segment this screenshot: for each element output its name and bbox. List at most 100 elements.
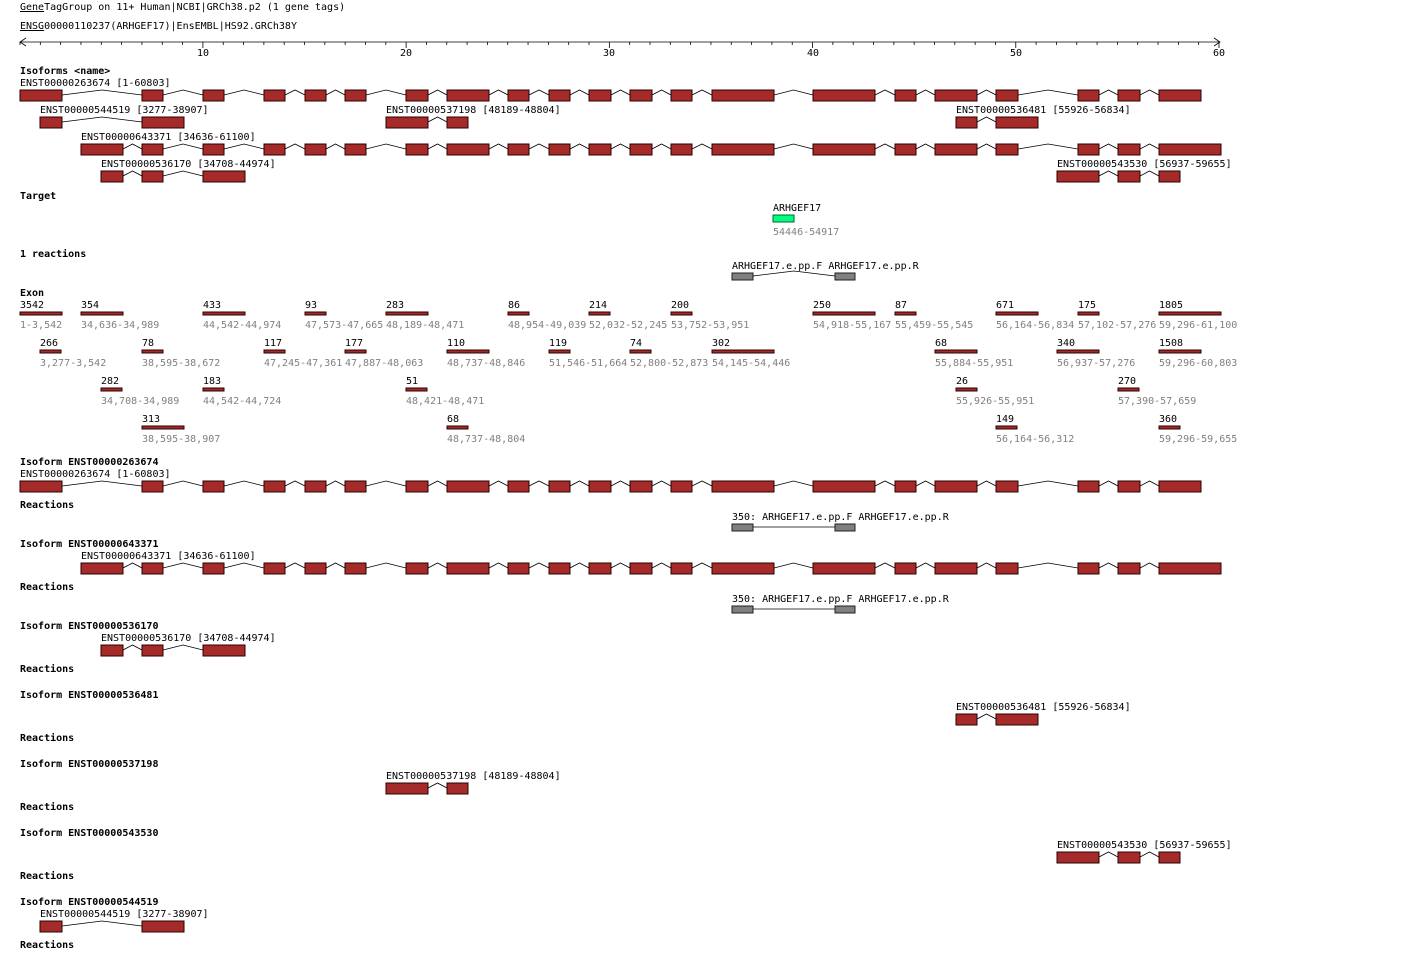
intron-line (651, 480, 672, 487)
track-ENST00000643371[interactable] (80, 143, 1222, 156)
exon-bar (711, 349, 775, 354)
intron-line (162, 480, 204, 487)
exon-bar (1158, 425, 1181, 430)
exon-range: 48,737-48,804 (447, 434, 525, 445)
exon-entry[interactable]: 360 59,296-59,655 (1158, 414, 1237, 445)
exon-size: 354 (81, 300, 99, 311)
track-ENST00000536170[interactable] (100, 170, 246, 183)
exon-entry[interactable]: 183 44,542-44,724 (202, 376, 281, 407)
exon-entry[interactable]: 270 57,390-57,659 (1117, 376, 1196, 407)
exon-entry[interactable]: 149 56,164-56,312 (995, 414, 1074, 445)
exon-entry[interactable]: 266 3,277-3,542 (39, 338, 106, 369)
track-ENST00000543530[interactable] (1056, 170, 1181, 183)
isoform-track[interactable] (1056, 851, 1181, 864)
isoform-name[interactable]: ENST00000536170 [34708-44974] (101, 633, 276, 644)
isoform-name[interactable]: ENST00000536481 [55926-56834] (956, 702, 1131, 713)
track-ENST00000263674[interactable] (19, 89, 1202, 102)
intron-line (1017, 89, 1079, 96)
isoform-label[interactable]: ENST00000544519 [3277-38907] (40, 105, 209, 116)
exon-block (670, 143, 693, 156)
exon-entry[interactable]: 86 48,954-49,039 (507, 300, 586, 331)
track-ENST00000544519[interactable] (39, 116, 185, 129)
exon-entry[interactable]: 340 56,937-57,276 (1056, 338, 1135, 369)
isoform-track[interactable] (100, 644, 246, 657)
intron-line (1139, 170, 1160, 177)
intron-line (1098, 143, 1119, 150)
exon-entry[interactable]: 1508 59,296-60,803 (1158, 338, 1237, 369)
exon-entry[interactable]: 78 38,595-38,672 (141, 338, 220, 369)
intron-line (488, 89, 509, 96)
isoform-track[interactable] (39, 920, 185, 933)
exon-block (141, 480, 164, 493)
exon-block (507, 562, 530, 575)
exon-entry[interactable]: 26 55,926-55,951 (955, 376, 1034, 407)
exon-entry[interactable]: 433 44,542-44,974 (202, 300, 281, 331)
target-name[interactable]: ARHGEF17 (773, 203, 821, 214)
primer-pair[interactable] (731, 270, 856, 281)
exon-entry[interactable]: 313 38,595-38,907 (141, 414, 220, 445)
exon-bar (141, 425, 185, 430)
exon-bar (304, 311, 327, 316)
isoform-track[interactable] (19, 480, 1202, 493)
exon-bar (548, 349, 571, 354)
exon-block (405, 143, 429, 156)
exon-range: 53,752-53,951 (671, 320, 749, 331)
isoform-name[interactable]: ENST00000537198 [48189-48804] (386, 771, 561, 782)
exon-entry[interactable]: 282 34,708-34,989 (100, 376, 179, 407)
isoform-label[interactable]: ENST00000537198 [48189-48804] (386, 105, 561, 116)
exon-block (548, 480, 571, 493)
exon-block (548, 89, 571, 102)
isoform-label[interactable]: ENST00000536481 [55926-56834] (956, 105, 1131, 116)
exon-entry[interactable]: 87 55,459-55,545 (894, 300, 973, 331)
exon-entry[interactable]: 250 54,918-55,167 (812, 300, 891, 331)
exon-entry[interactable]: 51 48,421-48,471 (405, 376, 484, 407)
isoform-name[interactable]: ENST00000643371 [34636-61100] (81, 551, 256, 562)
exon-entry[interactable]: 119 51,546-51,664 (548, 338, 627, 369)
exon-entry[interactable]: 302 54,145-54,446 (711, 338, 790, 369)
intron-line (1017, 143, 1079, 150)
exon-entry[interactable]: 283 48,189-48,471 (385, 300, 464, 331)
isoform-label[interactable]: ENST00000643371 [34636-61100] (81, 132, 256, 143)
isoform-track[interactable] (80, 562, 1222, 575)
reaction-label[interactable]: 350: ARHGEF17.e.pp.F ARHGEF17.e.pp.R (732, 594, 950, 605)
primer-pair[interactable] (731, 523, 856, 532)
reaction-primers[interactable]: ARHGEF17.e.pp.F ARHGEF17.e.pp.R (732, 261, 920, 272)
exon-entry[interactable]: 354 34,636-34,989 (80, 300, 159, 331)
exon-entry[interactable]: 1805 59,296-61,100 (1158, 300, 1237, 331)
exon-entry[interactable]: 110 48,737-48,846 (446, 338, 525, 369)
exon-entry[interactable]: 175 57,102-57,276 (1077, 300, 1156, 331)
isoform-track[interactable] (385, 782, 469, 795)
exon-bar (1056, 349, 1100, 354)
exon-bar (263, 349, 286, 354)
exon-entry[interactable]: 93 47,573-47,665 (304, 300, 383, 331)
primer-pair[interactable] (731, 605, 856, 614)
intron-line (976, 116, 997, 123)
isoform-name[interactable]: ENST00000263674 [1-60803] (20, 469, 171, 480)
isoform-name[interactable]: ENST00000543530 [56937-59655] (1057, 840, 1232, 851)
exon-size: 87 (895, 300, 907, 311)
exon-entry[interactable]: 3542 1-3,542 (19, 300, 63, 331)
track-ENST00000537198[interactable] (385, 116, 469, 129)
exon-entry[interactable]: 68 48,737-48,804 (446, 414, 525, 445)
exon-entry[interactable]: 214 52,032-52,245 (588, 300, 667, 331)
reaction-label[interactable]: 350: ARHGEF17.e.pp.F ARHGEF17.e.pp.R (732, 512, 950, 523)
isoform-label[interactable]: ENST00000263674 [1-60803] (20, 78, 171, 89)
isoform-name[interactable]: ENST00000544519 [3277-38907] (40, 909, 209, 920)
isoform-label[interactable]: ENST00000543530 [56937-59655] (1057, 159, 1232, 170)
exon-entry[interactable]: 177 47,887-48,063 (344, 338, 423, 369)
isoform-track[interactable] (955, 713, 1039, 726)
exon-entry[interactable]: 671 56,164-56,834 (995, 300, 1074, 331)
exon-entry[interactable]: 68 55,884-55,951 (934, 338, 1013, 369)
isoform-label[interactable]: ENST00000536170 [34708-44974] (101, 159, 276, 170)
exon-block (995, 116, 1039, 129)
exon-entry[interactable]: 200 53,752-53,951 (670, 300, 749, 331)
exon-entry[interactable]: 74 52,800-52,873 (629, 338, 708, 369)
exon-bar (19, 311, 63, 316)
track-ENST00000536481[interactable] (955, 116, 1039, 129)
target-box[interactable] (772, 214, 795, 223)
gene-link[interactable]: Gene (20, 2, 44, 13)
exon-entry[interactable]: 117 47,245-47,361 (263, 338, 342, 369)
exon-block (812, 89, 876, 102)
ensg-link[interactable]: ENSG (20, 21, 44, 32)
